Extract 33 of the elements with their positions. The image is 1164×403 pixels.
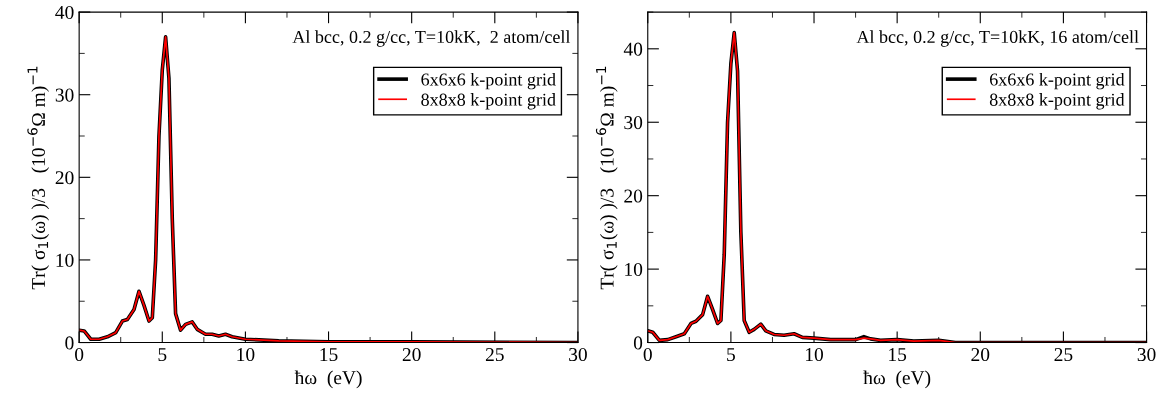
x-tick-label: 0 xyxy=(75,347,84,362)
x-tick-label: 25 xyxy=(485,348,504,362)
y-tick-label: 40 xyxy=(623,42,643,56)
x-axis-title: ħω (eV) xyxy=(863,370,931,389)
annotation: Al bcc, 0.2 g/cc, T=10kK, 16 atom/cell xyxy=(856,30,1139,47)
legend-label: 8x8x8 k-point grid xyxy=(989,93,1125,110)
y-tick-label: 20 xyxy=(55,171,74,185)
x-tick-label: 25 xyxy=(1054,348,1073,362)
legend-label: 6x6x6 k-point grid xyxy=(421,72,556,90)
y-tick-label: 0 xyxy=(633,336,643,350)
y-tick-label: 0 xyxy=(65,336,74,350)
x-tick-label: 20 xyxy=(402,347,421,362)
y-tick-label: 20 xyxy=(624,189,643,203)
x-tick-label: 15 xyxy=(320,348,338,362)
x-tick-label: 5 xyxy=(727,348,735,362)
x-tick-label: 15 xyxy=(889,348,907,362)
annotation: Al bcc, 0.2 g/cc, T=10kK, 2 atom/cell xyxy=(292,30,571,47)
legend-label: 6x6x6 k-point grid xyxy=(989,72,1125,90)
y-axis-title: Tr( σ$_{1}$(ω) )/3 (10$^{−6}$Ω m)$^{−1}$ xyxy=(27,66,50,290)
x-axis-title: ħω (eV) xyxy=(294,370,362,389)
y-axis-title: Tr( σ$_{1}$(ω) )/3 (10$^{−6}$Ω m)$^{−1}$ xyxy=(595,66,618,290)
y-tick-label: 40 xyxy=(55,5,74,20)
x-tick-label: 10 xyxy=(237,347,255,362)
x-tick-label: 10 xyxy=(806,347,823,362)
y-tick-label: 10 xyxy=(56,253,74,267)
x-tick-label: 30 xyxy=(1137,347,1156,362)
y-tick-label: 10 xyxy=(625,262,643,277)
legend-label: 8x8x8 k-point grid xyxy=(421,93,556,110)
y-tick-label: 30 xyxy=(55,88,74,102)
x-tick-label: 30 xyxy=(569,347,587,362)
x-tick-label: 5 xyxy=(158,348,167,362)
y-tick-label: 30 xyxy=(624,116,643,130)
x-tick-label: 20 xyxy=(971,347,990,362)
